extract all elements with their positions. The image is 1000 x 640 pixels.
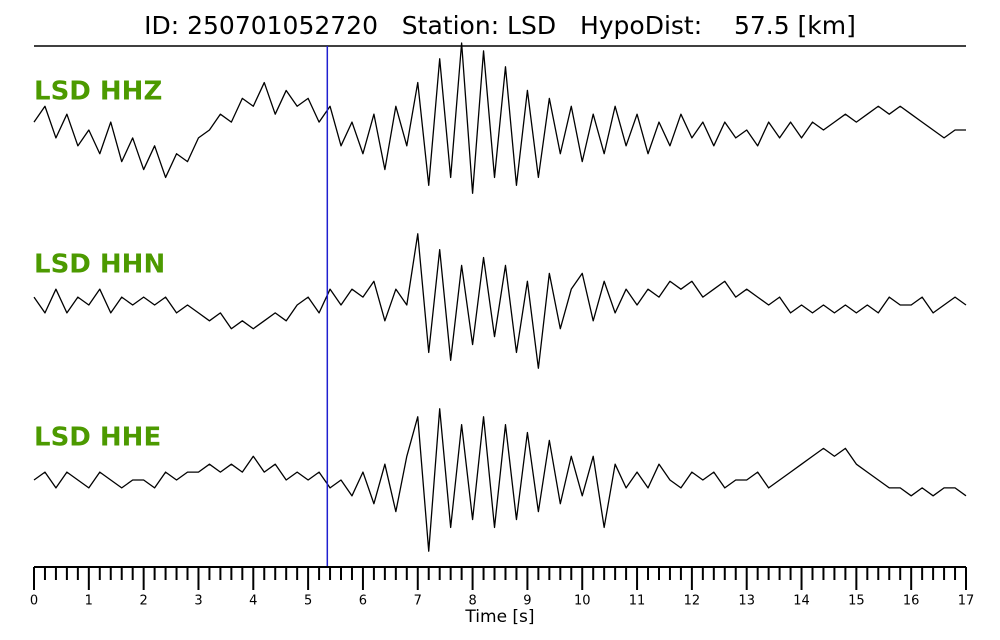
x-tick-label: 7	[414, 594, 422, 609]
x-tick-label: 10	[574, 594, 591, 609]
x-tick-label: 5	[304, 594, 312, 609]
trace-label: LSD HHZ	[34, 77, 162, 107]
x-tick-label: 2	[140, 594, 148, 609]
x-tick-label: 4	[249, 594, 257, 609]
x-tick-label: 9	[523, 594, 531, 609]
x-tick-label: 8	[468, 594, 476, 609]
x-tick-label: 17	[958, 594, 975, 609]
x-tick-label: 15	[848, 594, 865, 609]
x-tick-label: 6	[359, 594, 367, 609]
trace-label: LSD HHE	[34, 423, 161, 453]
trace-label: LSD HHN	[34, 250, 165, 280]
x-tick-label: 14	[793, 594, 810, 609]
x-tick-label: 3	[194, 594, 202, 609]
x-tick-label: 11	[629, 594, 646, 609]
x-axis-label: Time [s]	[464, 607, 534, 627]
x-tick-label: 0	[30, 594, 38, 609]
waveform	[33, 408, 967, 552]
x-tick-label: 16	[903, 594, 920, 609]
x-tick-label: 1	[85, 594, 93, 609]
x-tick-label: 13	[738, 594, 755, 609]
waveform	[33, 42, 966, 194]
x-tick-label: 12	[684, 594, 701, 609]
chart-title: ID: 250701052720 Station: LSD HypoDist: …	[144, 11, 856, 40]
waveform	[33, 233, 967, 369]
